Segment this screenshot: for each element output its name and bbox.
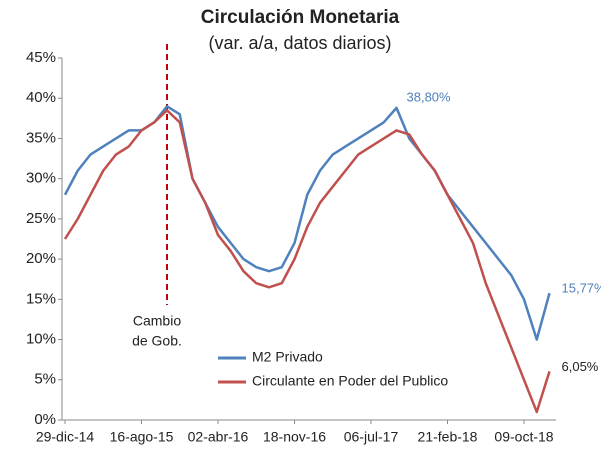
y-tick-label: 30% xyxy=(26,170,56,187)
legend-label: Circulante en Poder del Publico xyxy=(252,373,448,389)
y-tick-label: 15% xyxy=(26,290,56,307)
x-tick-label: 06-jul-17 xyxy=(344,429,399,445)
y-tick-label: 35% xyxy=(26,129,56,146)
series-line xyxy=(63,105,551,341)
x-tick-label: 16-ago-15 xyxy=(110,429,174,445)
value-label: 38,80% xyxy=(407,89,452,104)
x-tick-label: 02-abr-16 xyxy=(188,429,249,445)
chart-subtitle: (var. a/a, datos diarios) xyxy=(208,33,391,53)
y-tick-label: 10% xyxy=(26,331,56,348)
chart-title: Circulación Monetaria xyxy=(201,7,400,28)
value-label: 6,05% xyxy=(562,359,599,374)
value-label: 15,77% xyxy=(562,281,601,296)
y-tick-label: 5% xyxy=(34,371,56,388)
y-tick-label: 25% xyxy=(26,210,56,227)
annotation: de Gob. xyxy=(132,333,182,349)
y-tick-label: 45% xyxy=(26,49,56,66)
annotation: Cambio xyxy=(133,313,181,329)
y-tick-label: 40% xyxy=(26,89,56,106)
x-tick-label: 09-oct-18 xyxy=(494,429,553,445)
x-tick-label: 21-feb-18 xyxy=(418,429,478,445)
y-tick-label: 0% xyxy=(34,411,56,428)
y-tick-label: 20% xyxy=(26,250,56,267)
series-line xyxy=(63,109,551,414)
x-tick-label: 29-dic-14 xyxy=(36,429,95,445)
legend-label: M2 Privado xyxy=(252,349,323,365)
x-tick-label: 18-nov-16 xyxy=(263,429,326,445)
